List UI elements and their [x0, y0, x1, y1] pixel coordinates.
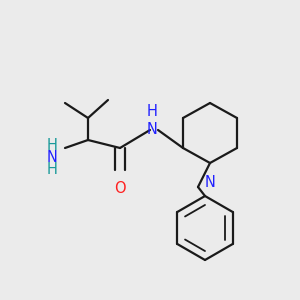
Text: H: H: [46, 139, 57, 154]
Text: H: H: [147, 104, 158, 119]
Text: N: N: [46, 151, 57, 166]
Text: N: N: [147, 122, 158, 137]
Text: N: N: [205, 175, 215, 190]
Text: H: H: [46, 163, 57, 178]
Text: O: O: [114, 181, 126, 196]
